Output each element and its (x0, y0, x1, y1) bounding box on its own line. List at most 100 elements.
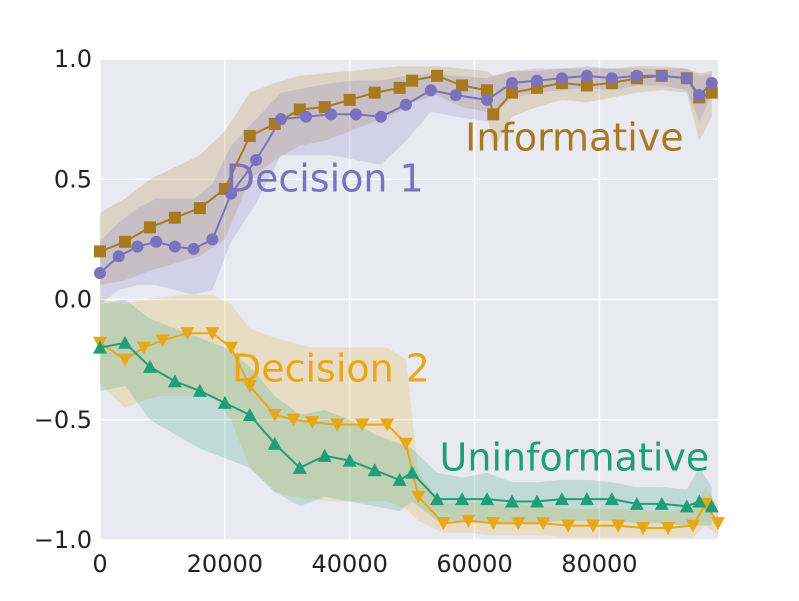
y-tick-label: −0.5 (34, 406, 92, 434)
decision-1-marker (324, 108, 337, 121)
uninformative-marker (480, 492, 495, 506)
uninformative-marker (604, 492, 619, 506)
uninformative-marker (93, 340, 107, 354)
decision-2-marker (511, 517, 526, 531)
decision-1-label: Decision 1 (226, 156, 424, 200)
series-markers (93, 69, 725, 535)
informative-marker (243, 129, 256, 142)
uninformative-marker (430, 492, 445, 506)
decision-2-marker (117, 353, 132, 367)
decision-2-marker (330, 418, 345, 432)
uninformative-marker (367, 463, 382, 477)
uninformative-marker (142, 359, 157, 373)
uninformative-marker (342, 453, 357, 467)
uninformative-band (100, 299, 712, 526)
decision-1-marker (481, 93, 494, 106)
decision-2-marker (267, 408, 282, 422)
decision-2-marker (380, 418, 395, 432)
informative-marker (456, 79, 469, 92)
informative-marker (193, 202, 206, 215)
decision-2-marker (486, 517, 501, 531)
informative-label: Informative (465, 115, 684, 159)
uninformative-marker (405, 465, 420, 479)
decision-1-marker (206, 233, 219, 246)
decision-1-marker (300, 110, 312, 123)
decision-2-marker (224, 341, 239, 355)
confidence-bands (100, 66, 718, 538)
uninformative-marker (192, 383, 207, 397)
y-axis-ticks: −1.0 −0.5 0.0 0.5 1.0 (34, 45, 92, 554)
informative-marker (368, 86, 381, 99)
decision-1-marker (374, 110, 387, 123)
uninformative-label: Uninformative (440, 435, 710, 479)
decision-1-marker (349, 108, 362, 121)
decision-2-marker (461, 514, 476, 528)
decision-1-marker (630, 69, 643, 82)
decision-1-marker (655, 69, 668, 82)
informative-marker (168, 211, 181, 224)
decision-2-marker (711, 517, 725, 531)
uninformative-marker (554, 492, 569, 506)
decision-2-marker (155, 334, 170, 348)
x-tick-label: 20000 (187, 550, 263, 578)
informative-marker (393, 81, 406, 94)
y-tick-label: 0.5 (54, 165, 92, 193)
informative-marker (580, 79, 593, 92)
x-tick-label: 0 (92, 550, 107, 578)
grid (99, 58, 718, 541)
uninformative-marker (267, 436, 282, 450)
decision-2-marker (586, 519, 601, 533)
decision-1-marker (506, 77, 518, 90)
uninformative-marker (505, 494, 519, 508)
uninformative-marker (629, 496, 644, 510)
decision-1-marker (580, 69, 593, 82)
informative-marker (487, 108, 500, 121)
decision-2-marker (536, 517, 551, 531)
uninformative-marker (692, 494, 707, 508)
decision-1-marker (424, 84, 437, 97)
decision-2-marker (561, 519, 576, 533)
informative-marker (705, 86, 718, 99)
decision-1-marker (449, 89, 462, 102)
decision-2-marker (242, 380, 257, 394)
decision-2-label: Decision 2 (232, 346, 430, 390)
informative-marker (506, 86, 518, 99)
uninformative-marker (529, 494, 544, 508)
series-labels: Informative Decision 1 Decision 2 Uninforma… (226, 115, 710, 479)
decision-1-marker (605, 72, 618, 85)
informative-marker (94, 245, 106, 258)
uninformative-marker (117, 335, 132, 349)
decision-2-marker (611, 519, 626, 533)
decision-2-marker (686, 519, 701, 533)
uninformative-marker (242, 407, 257, 421)
decision-1-marker (555, 72, 568, 85)
decision-1-marker (187, 242, 200, 255)
x-tick-label: 60000 (436, 550, 512, 578)
x-tick-label: 80000 (561, 550, 637, 578)
uninformative-marker (392, 472, 407, 486)
x-tick-label: 40000 (312, 550, 388, 578)
uninformative-marker (654, 496, 669, 510)
informative-line (99, 74, 713, 253)
uninformative-marker (455, 492, 470, 506)
decision-1-line (99, 74, 713, 274)
informative-marker (343, 93, 356, 106)
decision-1-band (100, 66, 712, 305)
uninformative-marker (292, 460, 307, 474)
decision-1-marker (275, 113, 288, 126)
decision-2-band (100, 294, 718, 538)
decision-1-marker (530, 74, 543, 87)
decision-2-marker (180, 327, 195, 341)
decision-1-marker (150, 235, 163, 248)
uninformative-marker (167, 374, 182, 388)
uninformative-marker (704, 499, 719, 513)
decision-1-marker (225, 187, 238, 200)
y-tick-label: −1.0 (34, 526, 92, 554)
decision-1-marker (250, 154, 263, 167)
y-tick-label: 0.0 (54, 286, 92, 314)
x-axis-ticks: 0 20000 40000 60000 80000 (92, 550, 637, 578)
decision-2-marker (205, 327, 220, 341)
decision-1-marker (705, 77, 718, 90)
uninformative-marker (579, 492, 594, 506)
